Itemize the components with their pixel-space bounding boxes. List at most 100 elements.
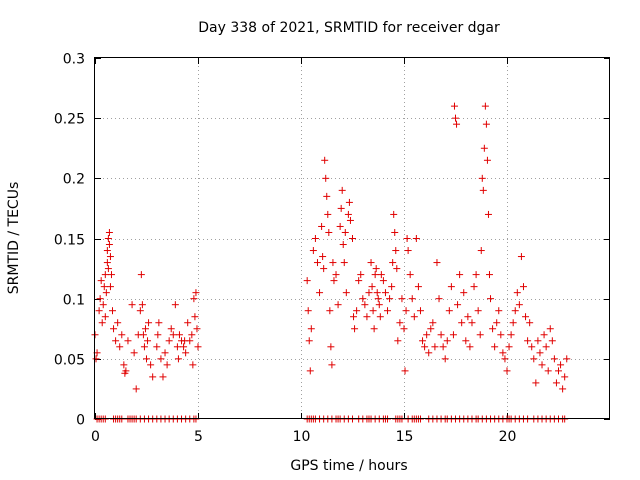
data-point [323,192,331,200]
data-point [441,355,449,363]
data-point [105,228,113,236]
x-tick-label: 10 [293,429,311,445]
data-point [110,325,118,333]
data-point [462,337,470,345]
data-point [524,337,532,345]
data-point [435,295,443,303]
data-point [477,247,485,255]
x-tick-label: 5 [194,429,203,445]
data-point [509,319,517,327]
data-point [361,301,369,309]
data-point [130,349,138,357]
data-point [563,355,571,363]
data-point [163,361,171,369]
data-point [379,277,387,285]
data-point [182,349,190,357]
data-point [193,325,201,333]
data-point [341,228,349,236]
data-point [482,120,490,128]
data-point [165,337,173,345]
data-point [167,325,175,333]
data-point [548,337,556,345]
data-point [153,343,161,351]
data-point [374,295,382,303]
data-point [340,259,348,267]
data-point [339,241,347,249]
data-point [391,228,399,236]
data-point [388,283,396,291]
data-point [390,210,398,218]
data-point [474,307,482,315]
data-point [544,367,552,375]
data-point [493,319,501,327]
data-point [501,355,509,363]
data-point [540,331,548,339]
y-tick-labels: 0 0.05 0.1 0.15 0.2 0.25 0.3 [54,52,85,429]
data-point [534,337,542,345]
data-point [376,313,384,321]
data-point [369,307,377,315]
data-point [511,307,519,315]
data-point [161,349,169,357]
data-point [120,361,128,369]
data-point [439,343,447,351]
data-point [386,295,394,303]
data-point [137,271,145,279]
data-point [402,307,410,315]
data-point [470,283,478,291]
data-point [316,289,324,297]
data-point [102,289,110,297]
data-point [147,361,155,369]
data-point [319,253,327,261]
data-point [421,343,429,351]
data-point [342,289,350,297]
data-point [505,343,513,351]
data-point [101,271,109,279]
data-point [389,259,397,267]
data-point [454,301,462,309]
data-point [106,253,114,261]
data-point [406,271,414,279]
data-point [414,283,422,291]
data-point [328,361,336,369]
data-point [132,385,140,393]
data-point [141,325,149,333]
data-point [517,253,525,261]
data-point [513,289,521,297]
data-point [143,355,150,363]
data-point [104,235,112,242]
data-point [155,319,163,327]
data-point [329,259,337,267]
data-point [140,343,148,351]
data-point [410,313,418,321]
data-point [478,174,486,182]
data-point [338,186,346,194]
y-tick-label: 0.2 [63,172,85,188]
data-point [452,114,459,122]
data-point [128,301,136,309]
data-point [483,156,491,164]
data-point [325,228,333,236]
data-point [321,156,329,164]
data-point [101,313,109,321]
y-axis-label: SRMTID / TECUs [6,182,22,295]
data-point [403,235,411,242]
data-point [484,210,492,218]
data-point [526,319,534,327]
data-point [122,367,130,375]
data-point [138,301,146,309]
data-point [191,313,199,321]
data-point [109,307,117,315]
data-point [400,325,408,333]
data-point [370,325,378,333]
data-point [497,331,505,339]
data-point [353,307,361,315]
data-point [433,259,441,267]
data-point [337,204,345,212]
data-point [412,235,420,242]
data-point [320,265,328,273]
data-point [309,247,317,255]
data-point [305,337,313,345]
data-point [371,271,379,279]
data-point [105,241,113,249]
